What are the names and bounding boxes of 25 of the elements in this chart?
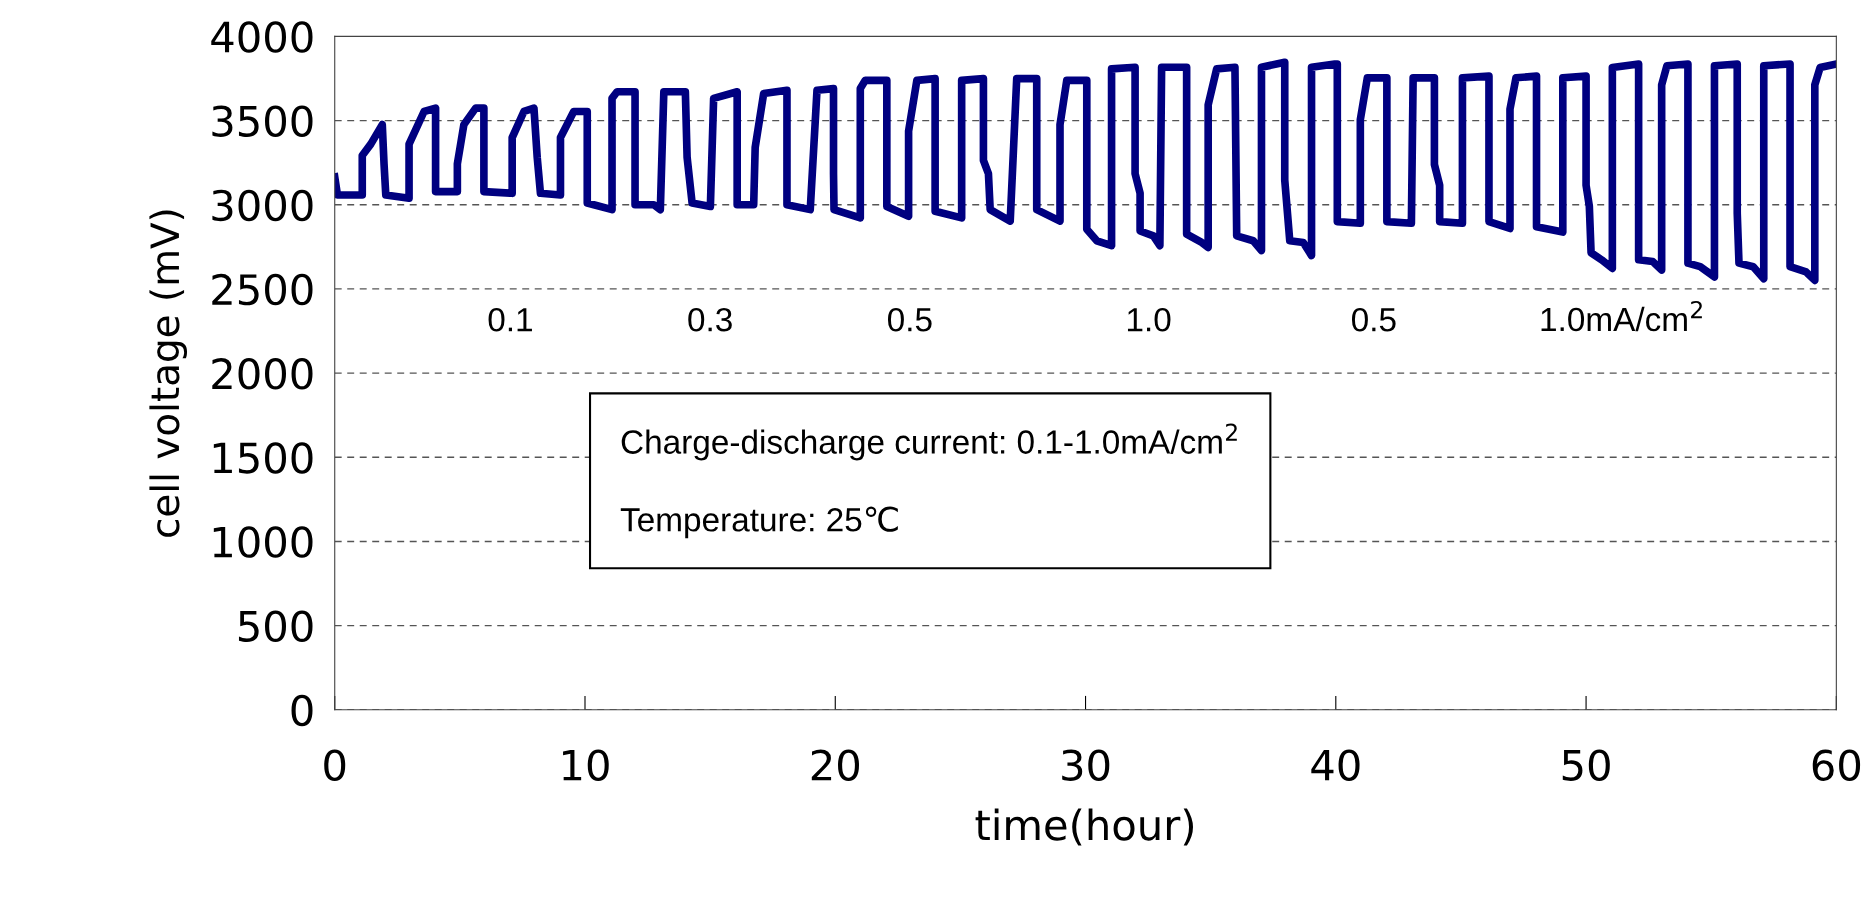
y-tick-label: 3500 — [212, 105, 313, 137]
x-tick-label: 50 — [1562, 749, 1610, 781]
annotation: 0.5 — [887, 307, 932, 332]
x-tick-label: 20 — [811, 749, 860, 781]
y-tick-label: 1000 — [213, 526, 313, 558]
x-tick-label: 30 — [1062, 749, 1110, 781]
annotation: 0.5 — [1351, 307, 1396, 332]
x-tick-label: 10 — [563, 749, 609, 781]
annotation: 1.0 — [1127, 307, 1171, 332]
annotation: 1.0mA/cm$^{2}$ — [1541, 300, 1702, 332]
y-axis-title: cell voltage (mV) — [149, 210, 188, 537]
y-tick-label: 2500 — [212, 273, 313, 306]
y-tick-label: 500 — [238, 610, 313, 643]
annotation: 0.1 — [488, 307, 532, 332]
text: Charge-discharge current: 0.1-1.0mA/cm$^{2}$ Temperature: 25℃ — [620, 423, 1237, 539]
x-axis-title: time(hour) — [975, 808, 1193, 846]
y-tick-label: 2000 — [212, 358, 313, 390]
x-tick-label: 40 — [1311, 749, 1360, 781]
y-tick-label: 0 — [291, 694, 313, 727]
annotation: 0.3 — [688, 307, 732, 332]
y-tick-label: 1500 — [213, 442, 313, 474]
x-tick-label: 0 — [324, 749, 346, 781]
x-tick-label: 60 — [1812, 749, 1861, 781]
y-tick-label: 3000 — [212, 189, 313, 222]
y-tick-label: 4000 — [211, 21, 313, 53]
